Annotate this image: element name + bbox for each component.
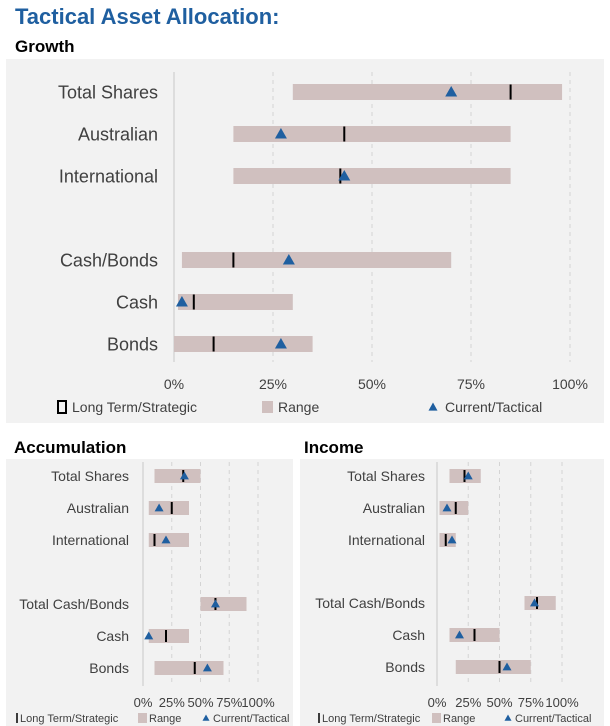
x-tick-label: 25%: [455, 695, 481, 710]
tactical-marker-cash: [455, 630, 464, 639]
category-label-total-cash-bonds: Total Cash/Bonds: [19, 596, 129, 612]
range-bar-international: [148, 533, 189, 547]
x-tick-label: 100%: [552, 376, 588, 392]
category-label-australian: Australian: [67, 500, 129, 516]
x-tick-label: 75%: [216, 695, 242, 710]
page-title: Tactical Asset Allocation:: [15, 4, 280, 29]
category-label-international: International: [52, 532, 129, 548]
legend-tactical-symbol: [504, 714, 512, 721]
category-label-bonds: Bonds: [385, 659, 425, 675]
tactical-marker-cash-bonds: [282, 254, 295, 265]
category-label-total-shares: Total Shares: [58, 82, 158, 102]
range-bar-australian: [233, 126, 511, 142]
category-label-cash: Cash: [116, 292, 158, 312]
chart-title-income: Income: [304, 438, 364, 457]
x-tick-label: 50%: [358, 376, 386, 392]
x-tick-label: 75%: [518, 695, 544, 710]
legend-range-symbol: [432, 713, 441, 723]
category-label-cash: Cash: [392, 627, 425, 643]
range-bar-cash-bonds: [181, 252, 452, 268]
tactical-marker-australian: [154, 503, 164, 512]
range-bar-total-cash-bonds: [200, 597, 247, 611]
tactical-marker-bonds: [274, 338, 287, 349]
chart-title-accumulation: Accumulation: [14, 438, 127, 457]
tactical-marker-australian: [442, 503, 452, 512]
category-label-bonds: Bonds: [89, 660, 129, 676]
tactical-marker-total-shares: [179, 471, 189, 480]
range-bar-international: [233, 168, 511, 184]
tactical-marker-australian: [274, 128, 287, 139]
category-label-australian: Australian: [78, 124, 158, 144]
x-tick-label: 0%: [428, 695, 447, 710]
legend-tactical-symbol: [202, 714, 210, 721]
tactical-marker-cash: [175, 296, 188, 307]
category-label-cash-bonds: Cash/Bonds: [60, 250, 158, 270]
growth-chart-panel: [6, 59, 604, 423]
x-tick-label: 50%: [187, 695, 213, 710]
x-tick-label: 75%: [457, 376, 485, 392]
legend-tactical-label: Current/Tactical: [213, 713, 289, 725]
tactical-marker-bonds: [502, 662, 512, 671]
category-label-international: International: [348, 532, 425, 548]
legend-tactical-label: Current/Tactical: [445, 399, 542, 415]
category-label-total-cash-bonds: Total Cash/Bonds: [315, 595, 425, 611]
x-tick-label: 25%: [259, 376, 287, 392]
tactical-marker-total-cash-bonds: [530, 598, 539, 607]
legend-strategic-label: Long Term/Strategic: [322, 713, 421, 725]
legend-tactical-label: Current/Tactical: [515, 713, 591, 725]
tactical-marker-total-cash-bonds: [210, 599, 220, 608]
x-tick-label: 25%: [159, 695, 185, 710]
tactical-marker-total-shares: [445, 86, 458, 97]
range-bar-cash: [177, 294, 293, 310]
range-bar-total-shares: [292, 84, 563, 100]
legend-range-symbol: [138, 713, 147, 723]
category-label-total-shares: Total Shares: [347, 468, 425, 484]
tactical-marker-bonds: [202, 663, 212, 672]
x-tick-label: 100%: [241, 695, 275, 710]
legend-tactical-symbol: [428, 402, 438, 411]
legend-strategic-label: Long Term/Strategic: [20, 713, 119, 725]
x-tick-label: 50%: [486, 695, 512, 710]
range-bar-total-shares: [154, 469, 201, 483]
tactical-marker-international: [447, 535, 457, 544]
legend-range-label: Range: [278, 399, 319, 415]
tactical-marker-total-shares: [463, 471, 473, 480]
legend-range-label: Range: [149, 713, 181, 725]
x-tick-label: 0%: [134, 695, 153, 710]
tactical-marker-cash: [144, 631, 154, 640]
legend-strategic-symbol: [57, 400, 67, 414]
range-bar-total-cash-bonds: [524, 596, 556, 610]
category-label-international: International: [59, 166, 158, 186]
tactical-marker-international: [338, 170, 351, 181]
range-bar-cash: [148, 629, 189, 643]
x-tick-label: 100%: [545, 695, 579, 710]
tactical-marker-international: [161, 535, 171, 544]
x-tick-label: 0%: [164, 376, 184, 392]
range-bar-bonds: [154, 661, 224, 675]
range-bar-australian: [439, 501, 469, 515]
legend-range-symbol: [262, 401, 273, 413]
category-label-australian: Australian: [363, 500, 425, 516]
legend-strategic-label: Long Term/Strategic: [72, 399, 197, 415]
category-label-total-shares: Total Shares: [51, 468, 129, 484]
legend-range-label: Range: [443, 713, 475, 725]
category-label-cash: Cash: [96, 628, 129, 644]
category-label-bonds: Bonds: [107, 334, 158, 354]
chart-title-growth: Growth: [15, 37, 75, 56]
range-bar-bonds: [455, 660, 531, 674]
